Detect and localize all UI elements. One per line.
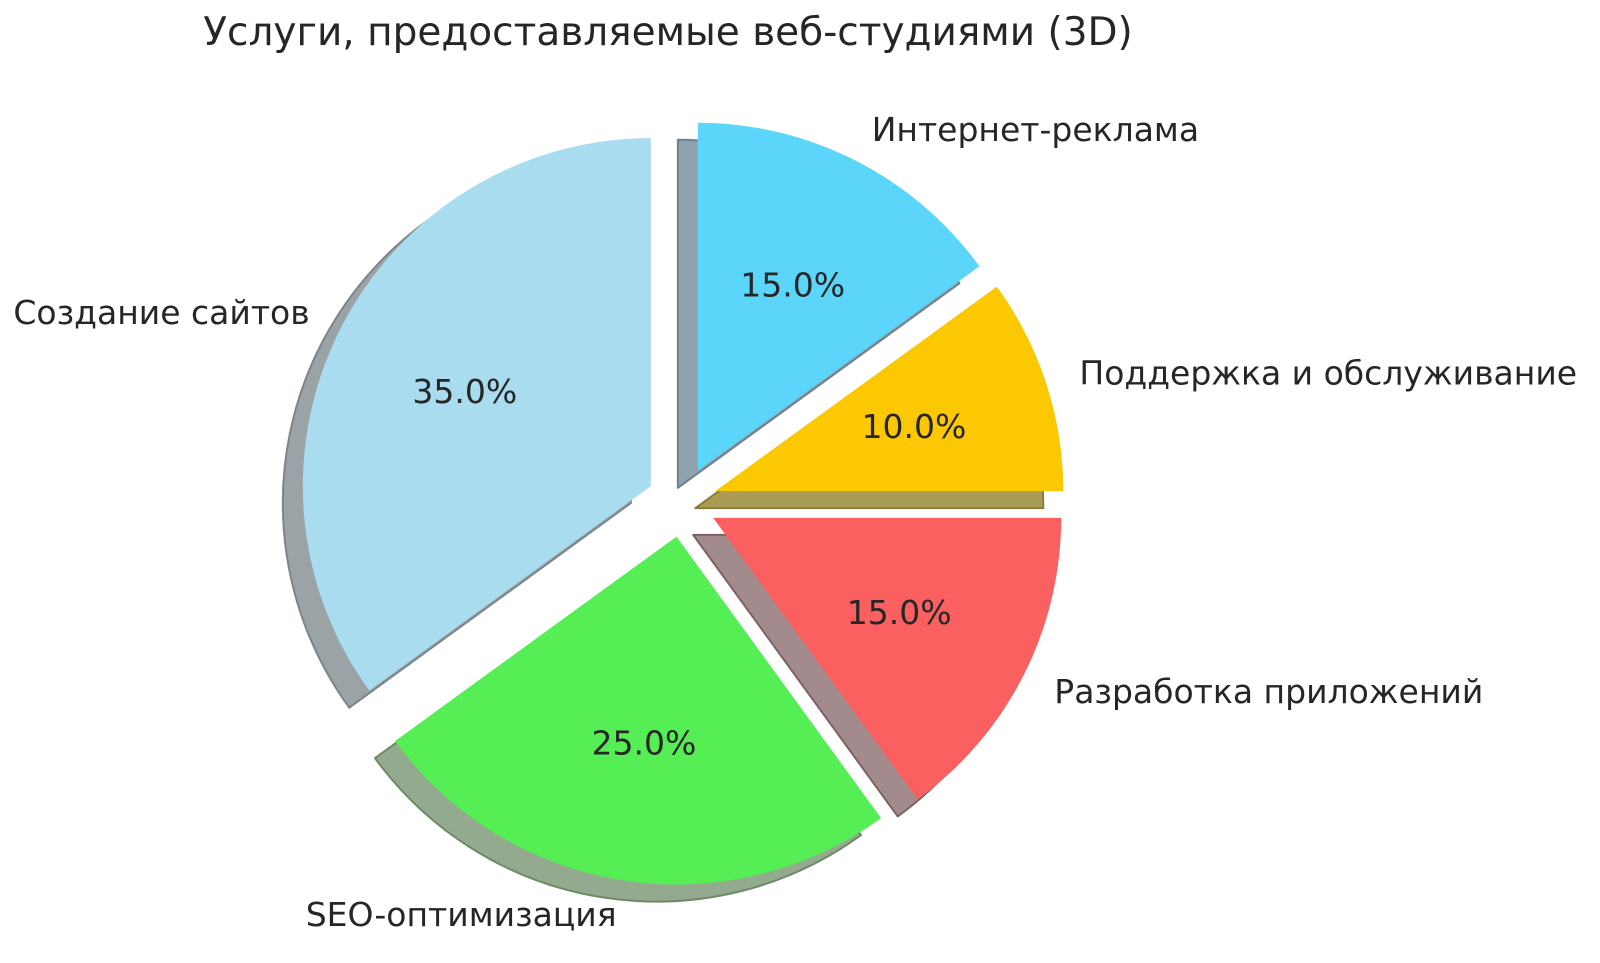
slice-label: Интернет-реклама: [872, 110, 1199, 149]
slice-label: SEO-оптимизация: [306, 895, 617, 934]
slice-label: Создание сайтов: [13, 293, 309, 332]
slice-percent-label: 15.0%: [740, 265, 845, 304]
slice-label: Поддержка и обслуживание: [1079, 353, 1577, 392]
slice-percent-label: 25.0%: [591, 723, 696, 762]
pie-slice: [715, 286, 1064, 492]
slice-percent-label: 35.0%: [412, 372, 517, 411]
pie-slice: [713, 517, 1062, 800]
slice-label: Разработка приложений: [1054, 672, 1483, 711]
slice-percent-label: 15.0%: [847, 593, 952, 632]
chart-title: Услуги, предоставляемые веб-студиями (3D…: [203, 10, 1133, 55]
pie-slices-layer: [302, 122, 1064, 885]
pie-slice: [697, 122, 980, 471]
pie-slice: [302, 138, 651, 691]
pie-labels-layer: 15.0% Интернет-реклама 10.0% Поддержка и об…: [13, 110, 1577, 934]
pie-slice: [394, 536, 882, 885]
slice-percent-label: 10.0%: [861, 407, 966, 446]
